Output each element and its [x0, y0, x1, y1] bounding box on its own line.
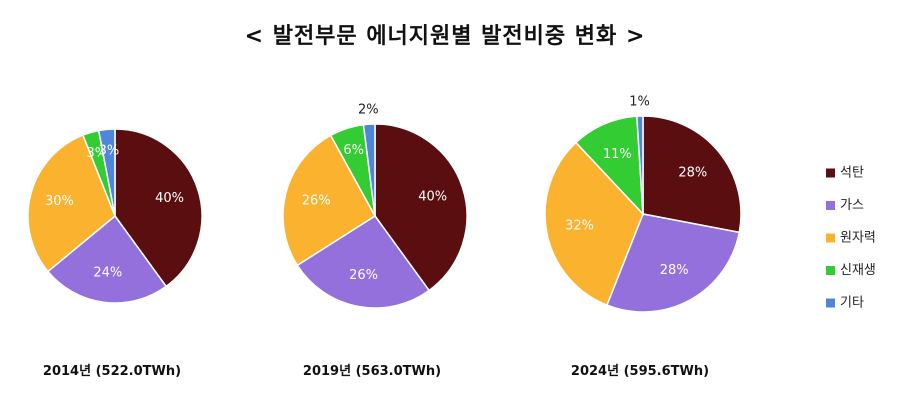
pie-2-label-4: 6%: [343, 143, 364, 158]
pie-1-caption: 2014년 (522.0TWh): [43, 364, 181, 379]
pie-3-label-3: 32%: [565, 219, 594, 234]
pie-3-slice-4: [574, 115, 644, 217]
pie-3-label-5: 1%: [629, 95, 650, 110]
pie-1-label-3: 30%: [45, 194, 74, 209]
pie-1-slice-2: [46, 214, 168, 304]
pie-3-label-2: 28%: [660, 263, 689, 278]
legend-label-2: 가스: [840, 198, 864, 213]
pie-3-slice-2: [605, 213, 741, 313]
pie-2-label-5: 2%: [358, 103, 379, 118]
pie-3-caption: 2024년 (595.6TWh): [571, 364, 709, 379]
pie-3-slice-3: [544, 141, 644, 307]
legend-swatch-2: [826, 201, 835, 210]
pie-3-slice-1: [642, 115, 742, 234]
legend-label-1: 석탄: [840, 166, 864, 181]
pie-2-slice-1: [374, 123, 468, 292]
legend-swatch-1: [826, 168, 835, 178]
pie-1-slice-1: [114, 128, 203, 288]
pie-2-label-2: 26%: [349, 268, 378, 283]
legend-label-4: 신재생: [840, 263, 876, 278]
pie-1-slice-3: [27, 134, 116, 273]
pie-3-slice-5: [636, 115, 644, 215]
legend-label-3: 원자력: [840, 231, 876, 246]
pie-1-label-5: 3%: [99, 144, 120, 159]
legend-label-5: 기타: [840, 296, 864, 311]
legend-swatch-4: [826, 266, 835, 275]
pie-2-slice-3: [282, 134, 376, 267]
pie-2-slice-5: [362, 123, 376, 217]
pie-1-slice-5: [97, 128, 116, 217]
legend-swatch-3: [826, 233, 835, 243]
chart-title: < 발전부문 에너지원별 발전비중 변화 >: [244, 24, 646, 49]
pie-1-label-2: 24%: [93, 266, 122, 281]
pie-2-label-1: 40%: [418, 190, 447, 205]
pie-2-caption: 2019년 (563.0TWh): [303, 364, 441, 379]
pie-2-label-3: 26%: [302, 193, 331, 208]
pie-2-slice-2: [296, 214, 431, 309]
pie-3-label-1: 28%: [678, 165, 707, 180]
pie-3-label-4: 11%: [603, 147, 632, 162]
legend-swatch-5: [826, 298, 835, 308]
pie-1-label-1: 40%: [155, 191, 184, 206]
